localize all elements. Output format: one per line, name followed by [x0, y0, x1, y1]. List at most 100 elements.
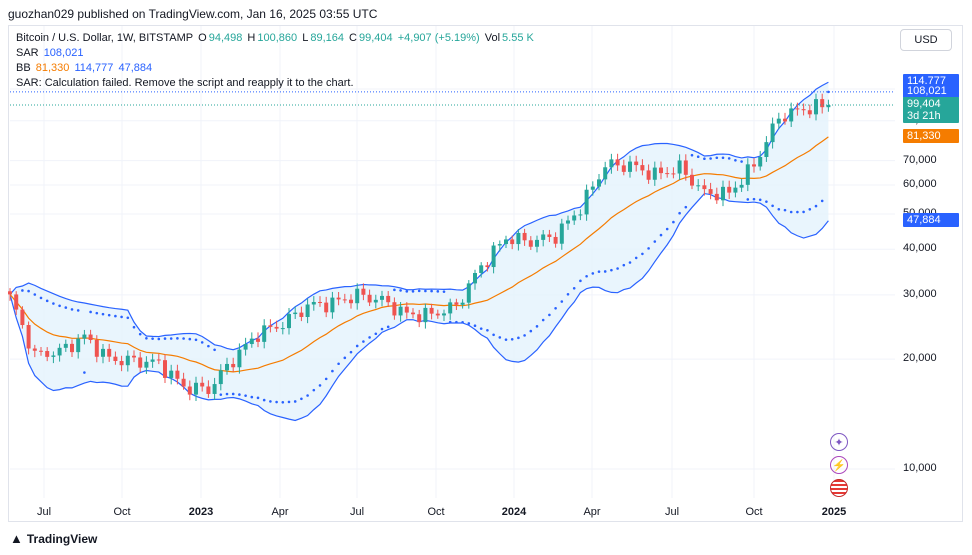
- y-tick-label: 10,000: [903, 462, 937, 474]
- sar-dot: [752, 197, 756, 201]
- candle-body: [268, 325, 273, 327]
- tradingview-mark-icon: ▲: [10, 531, 23, 546]
- candle-body: [380, 295, 384, 300]
- sar-dot: [275, 400, 278, 404]
- candle-body: [590, 186, 595, 190]
- candle-body: [559, 223, 564, 244]
- candle-body: [634, 161, 639, 166]
- candle-body: [163, 360, 167, 378]
- sar-dot: [473, 324, 477, 328]
- sar-dot: [479, 327, 483, 330]
- candle-body: [677, 160, 682, 174]
- sar-dot: [281, 401, 285, 404]
- sar-tag-value: 108,021: [907, 84, 947, 97]
- sar-dot: [405, 290, 409, 293]
- candle-body: [125, 355, 130, 366]
- legend-bb-lower: 47,884: [118, 62, 153, 74]
- candle-body: [14, 294, 19, 310]
- candle-body: [820, 99, 825, 108]
- sar-dot: [207, 344, 210, 348]
- legend-sar-error: SAR: Calculation failed. Remove the scri…: [16, 77, 356, 89]
- sar-dot: [672, 220, 675, 224]
- candle-body: [435, 313, 440, 316]
- flag-icon[interactable]: [830, 479, 848, 497]
- sar-dot: [585, 274, 588, 278]
- candle-body: [274, 326, 279, 329]
- candle-body: [628, 161, 632, 172]
- sparkle-icon[interactable]: ✦: [830, 433, 848, 451]
- sar-dot: [498, 336, 502, 339]
- candle-body: [789, 108, 794, 122]
- sar-dot: [523, 334, 526, 337]
- candle-body: [535, 239, 539, 247]
- x-tick-label: Jul: [664, 506, 680, 518]
- x-tick-label: Oct: [113, 506, 131, 518]
- candle-body: [57, 347, 62, 356]
- candle-body: [169, 370, 174, 378]
- sar-dot: [76, 309, 80, 312]
- sar-dot: [300, 397, 303, 401]
- candle-body: [516, 232, 521, 245]
- candle-body: [218, 370, 223, 385]
- x-tick-label: 2024: [501, 506, 527, 518]
- sar-dot: [603, 270, 607, 273]
- candle-body: [776, 118, 781, 124]
- candle-body: [473, 273, 477, 284]
- candle-body: [398, 306, 403, 316]
- sar-dot: [219, 393, 223, 396]
- sar-dot: [163, 337, 167, 340]
- candle-body: [801, 109, 806, 111]
- candle-body: [187, 386, 192, 395]
- candle-body: [814, 99, 818, 115]
- sar-dot: [132, 325, 136, 329]
- currency-selector[interactable]: USD: [900, 29, 952, 51]
- sar-dot: [424, 289, 427, 293]
- candle-body: [311, 301, 316, 305]
- candle-body: [262, 325, 267, 342]
- lightning-icon[interactable]: ⚡: [830, 456, 848, 474]
- candle-body: [504, 239, 508, 245]
- sar-dot: [461, 320, 464, 324]
- tradingview-wordmark: TradingView: [26, 531, 98, 546]
- candle-body: [287, 314, 291, 329]
- bb-fill: [10, 82, 829, 421]
- sar-dot: [312, 388, 316, 392]
- sar-dot: [256, 396, 260, 400]
- chart-frame[interactable]: [8, 25, 963, 522]
- sar-dot: [827, 90, 830, 94]
- sar-dot: [287, 400, 291, 404]
- legend-c-label: C: [349, 32, 357, 44]
- candle-body: [175, 370, 180, 379]
- sar-dot: [362, 340, 365, 343]
- sar-dot: [628, 261, 632, 264]
- sar-dot: [665, 227, 669, 231]
- candle-body: [63, 343, 68, 348]
- x-tick-label: Oct: [745, 506, 763, 518]
- sar-dot: [64, 306, 68, 309]
- sar-dot: [777, 207, 781, 211]
- sar-dot: [510, 338, 514, 341]
- candle-body: [566, 220, 570, 224]
- candle-body: [528, 240, 533, 247]
- candle-body: [553, 236, 558, 244]
- sar-dot: [182, 337, 185, 340]
- sar-dot: [709, 157, 712, 160]
- candle-body: [584, 189, 589, 215]
- candle-body: [615, 159, 620, 166]
- candle-body: [324, 302, 329, 313]
- sar-dot: [176, 337, 179, 340]
- sar-dot: [802, 210, 805, 214]
- sar-dot: [634, 256, 638, 260]
- candle-body: [454, 302, 459, 305]
- bb-mid-tag: 81,330: [903, 128, 959, 143]
- candle-body: [745, 164, 750, 185]
- sar-dot: [107, 313, 111, 317]
- sar-dot: [138, 332, 142, 336]
- grid-lines: [10, 26, 895, 498]
- sar-dot: [231, 392, 235, 396]
- sar-dot: [765, 200, 768, 203]
- tradingview-logo[interactable]: ▲ TradingView: [10, 531, 97, 546]
- candle-body: [448, 302, 453, 314]
- candle-body: [88, 334, 93, 340]
